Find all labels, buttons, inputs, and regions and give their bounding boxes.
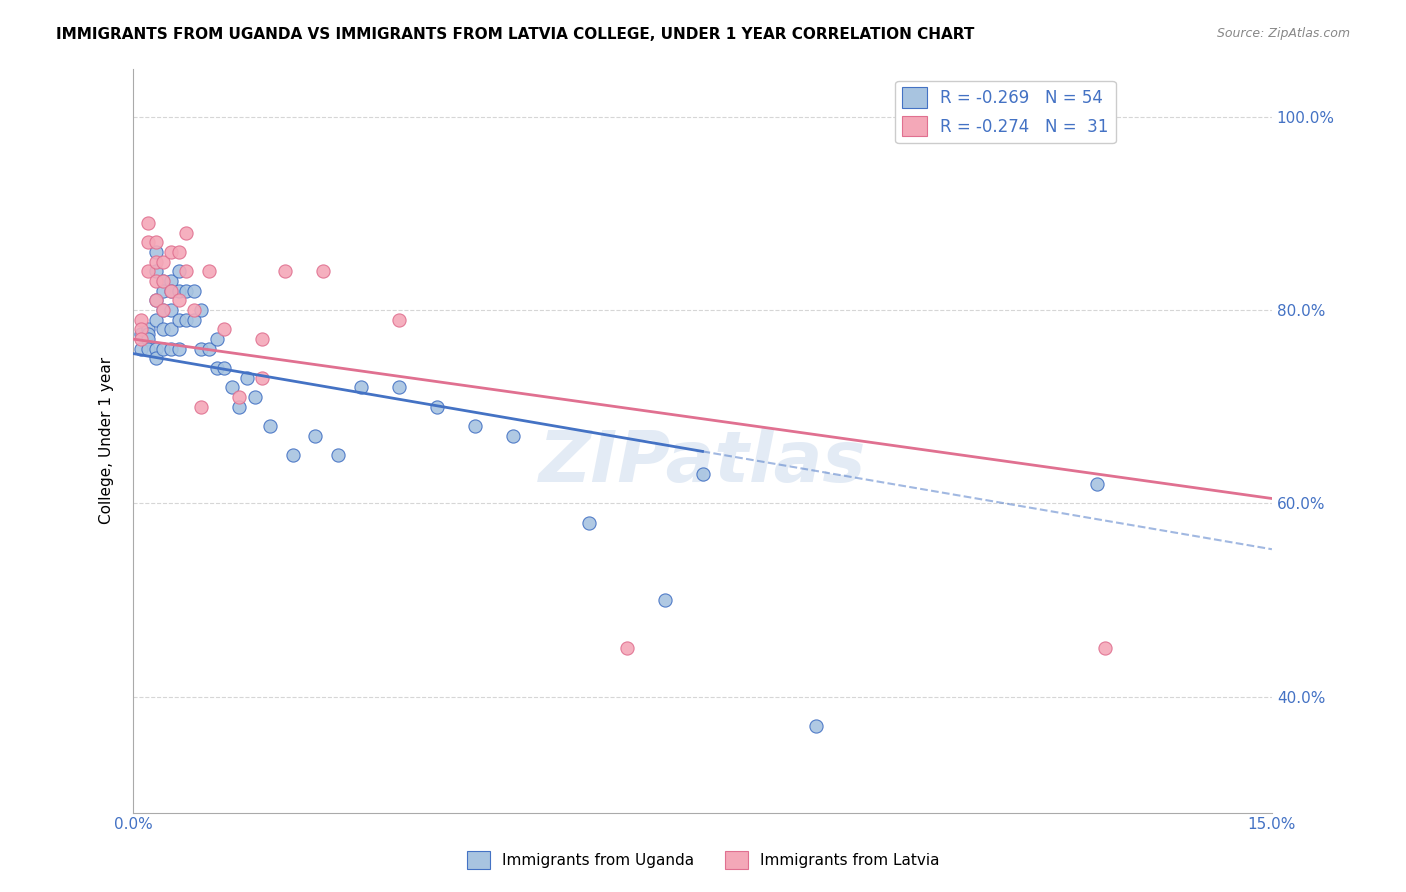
Point <box>654 593 676 607</box>
Legend: R = -0.269   N = 54, R = -0.274   N =  31: R = -0.269 N = 54, R = -0.274 N = 31 <box>896 80 1115 143</box>
Point <box>281 448 304 462</box>
Point <box>160 284 183 298</box>
Point <box>183 303 205 318</box>
Point <box>136 322 159 336</box>
Point <box>388 312 411 326</box>
Point <box>160 303 183 318</box>
Point <box>145 235 167 250</box>
Point <box>190 303 212 318</box>
Point <box>326 448 349 462</box>
Legend: Immigrants from Uganda, Immigrants from Latvia: Immigrants from Uganda, Immigrants from … <box>461 845 945 875</box>
Point <box>388 380 411 394</box>
Point <box>1085 477 1108 491</box>
Point <box>152 342 174 356</box>
Point <box>221 380 243 394</box>
Point <box>136 235 159 250</box>
Point <box>160 274 183 288</box>
Point <box>350 380 373 394</box>
Point <box>464 419 486 434</box>
Point <box>274 264 297 278</box>
Point <box>183 284 205 298</box>
Text: Source: ZipAtlas.com: Source: ZipAtlas.com <box>1216 27 1350 40</box>
Point <box>160 322 183 336</box>
Point <box>136 327 159 342</box>
Point <box>212 322 235 336</box>
Point <box>228 390 250 404</box>
Point <box>129 327 152 342</box>
Point <box>152 303 174 318</box>
Point <box>1094 641 1116 656</box>
Point <box>205 332 228 346</box>
Point <box>174 312 197 326</box>
Point <box>806 718 828 732</box>
Point <box>167 245 190 260</box>
Point <box>205 361 228 376</box>
Point <box>145 264 167 278</box>
Point <box>136 264 159 278</box>
Point <box>136 332 159 346</box>
Point <box>167 264 190 278</box>
Point <box>129 322 152 336</box>
Point <box>312 264 335 278</box>
Point <box>145 351 167 366</box>
Point <box>129 342 152 356</box>
Point <box>152 284 174 298</box>
Text: ZIPatlas: ZIPatlas <box>538 428 866 498</box>
Point <box>578 516 600 530</box>
Point <box>167 342 190 356</box>
Point <box>243 390 266 404</box>
Point <box>167 284 190 298</box>
Point <box>129 312 152 326</box>
Point <box>198 342 221 356</box>
Point <box>136 342 159 356</box>
Point <box>152 303 174 318</box>
Point <box>236 370 259 384</box>
Point <box>692 467 714 482</box>
Point <box>152 254 174 268</box>
Point <box>259 419 281 434</box>
Point <box>228 400 250 414</box>
Point <box>160 342 183 356</box>
Point <box>502 428 524 442</box>
Point <box>145 312 167 326</box>
Point <box>174 284 197 298</box>
Point <box>145 274 167 288</box>
Point <box>145 254 167 268</box>
Point <box>152 274 174 288</box>
Point <box>190 400 212 414</box>
Point <box>145 293 167 308</box>
Point <box>145 342 167 356</box>
Point <box>160 284 183 298</box>
Point <box>167 293 190 308</box>
Point <box>212 361 235 376</box>
Point <box>145 245 167 260</box>
Point <box>174 226 197 240</box>
Point <box>160 245 183 260</box>
Point <box>616 641 638 656</box>
Point <box>152 322 174 336</box>
Point <box>183 312 205 326</box>
Point <box>136 216 159 230</box>
Point <box>145 293 167 308</box>
Point <box>174 264 197 278</box>
Point <box>250 332 273 346</box>
Point <box>129 332 152 346</box>
Point <box>426 400 449 414</box>
Text: IMMIGRANTS FROM UGANDA VS IMMIGRANTS FROM LATVIA COLLEGE, UNDER 1 YEAR CORRELATI: IMMIGRANTS FROM UGANDA VS IMMIGRANTS FRO… <box>56 27 974 42</box>
Y-axis label: College, Under 1 year: College, Under 1 year <box>100 357 114 524</box>
Point <box>304 428 326 442</box>
Point <box>198 264 221 278</box>
Point <box>250 370 273 384</box>
Point <box>152 274 174 288</box>
Point <box>167 312 190 326</box>
Point <box>190 342 212 356</box>
